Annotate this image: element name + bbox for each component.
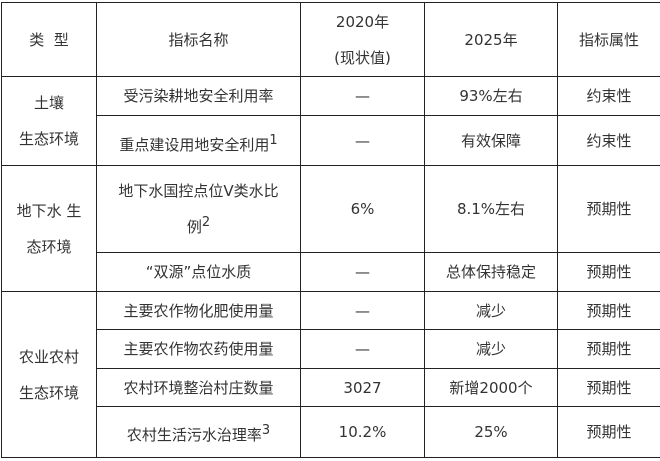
indicator-name: 主要农作物化肥使用量 — [97, 292, 301, 330]
header-attr: 指标属性 — [558, 3, 660, 77]
indicator-attr: 预期性 — [558, 369, 660, 407]
footnote-marker: 3 — [262, 423, 270, 438]
indicator-name: 地下水国控点位V类水比例2 — [97, 166, 301, 253]
value-2020: — — [301, 330, 425, 369]
value-2025: 93%左右 — [425, 77, 558, 116]
category-label: 态环境 — [26, 238, 71, 256]
header-2020: 2020年 (现状值) — [301, 3, 425, 77]
category-label: 农业农村 — [19, 348, 79, 366]
value-2025: 新增2000个 — [425, 369, 558, 407]
value-2020: 6% — [301, 166, 425, 253]
category-cell: 土壤生态环境 — [2, 77, 97, 166]
header-2020-label: 2020年 — [336, 13, 389, 31]
indicator-attr: 预期性 — [558, 330, 660, 369]
indicator-name: 农村生活污水治理率3 — [97, 407, 301, 458]
value-2020: — — [301, 116, 425, 166]
value-2020: — — [301, 292, 425, 330]
indicator-name: 农村环境整治村庄数量 — [97, 369, 301, 407]
value-2020: 10.2% — [301, 407, 425, 458]
indicator-name: 受污染耕地安全利用率 — [97, 77, 301, 116]
value-2020: 3027 — [301, 369, 425, 407]
indicator-name-text: 农村生活污水治理率 — [127, 426, 262, 444]
category-label: 土壤 — [34, 94, 64, 112]
table-row: 农村生活污水治理率3 10.2% 25% 预期性 — [2, 407, 660, 458]
table-row: 农村环境整治村庄数量 3027 新增2000个 预期性 — [2, 369, 660, 407]
indicator-attr: 预期性 — [558, 166, 660, 253]
header-2020-note: (现状值) — [334, 49, 391, 67]
indicator-name: “双源”点位水质 — [97, 253, 301, 292]
table-row: 土壤生态环境 受污染耕地安全利用率 — 93%左右 约束性 — [2, 77, 660, 116]
value-2025: 25% — [425, 407, 558, 458]
value-2020: — — [301, 77, 425, 116]
indicator-attr: 预期性 — [558, 253, 660, 292]
footnote-marker: 2 — [202, 215, 210, 230]
value-2025: 8.1%左右 — [425, 166, 558, 253]
indicator-attr: 约束性 — [558, 77, 660, 116]
value-2025: 总体保持稳定 — [425, 253, 558, 292]
category-label: 生态环境 — [19, 384, 79, 402]
indicator-attr: 预期性 — [558, 407, 660, 458]
value-2025: 减少 — [425, 330, 558, 369]
indicator-name: 主要农作物农药使用量 — [97, 330, 301, 369]
table-row: “双源”点位水质 — 总体保持稳定 预期性 — [2, 253, 660, 292]
header-name: 指标名称 — [97, 3, 301, 77]
value-2020: — — [301, 253, 425, 292]
table-row: 重点建设用地安全利用1 — 有效保障 约束性 — [2, 116, 660, 166]
footnote-marker: 1 — [269, 133, 277, 148]
table-row: 地下水 生态环境 地下水国控点位V类水比例2 6% 8.1%左右 预期性 — [2, 166, 660, 253]
indicator-attr: 约束性 — [558, 116, 660, 166]
category-cell: 地下水 生态环境 — [2, 166, 97, 292]
category-label: 生态环境 — [19, 130, 79, 148]
indicator-name-text: 例 — [187, 218, 202, 236]
indicator-attr: 预期性 — [558, 292, 660, 330]
header-type: 类 型 — [2, 3, 97, 77]
indicator-name-text: 地下水国控点位V类水比 — [118, 182, 278, 200]
value-2025: 减少 — [425, 292, 558, 330]
table-row: 农业农村生态环境 主要农作物化肥使用量 — 减少 预期性 — [2, 292, 660, 330]
category-label: 地下水 生 — [17, 202, 82, 220]
table-row: 主要农作物农药使用量 — 减少 预期性 — [2, 330, 660, 369]
value-2025: 有效保障 — [425, 116, 558, 166]
header-row: 类 型 指标名称 2020年 (现状值) 2025年 指标属性 — [2, 3, 660, 77]
indicator-name-text: 重点建设用地安全利用 — [119, 136, 269, 154]
indicator-name: 重点建设用地安全利用1 — [97, 116, 301, 166]
category-cell: 农业农村生态环境 — [2, 292, 97, 458]
header-2025: 2025年 — [425, 3, 558, 77]
